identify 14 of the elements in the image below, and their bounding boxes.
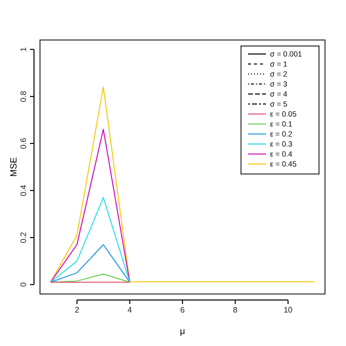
line-series — [50, 86, 315, 283]
x-tick-label: 8 — [233, 306, 238, 315]
x-axis-title: μ — [180, 326, 186, 336]
x-tick-label: 6 — [180, 306, 186, 315]
x-tick-label: 2 — [74, 306, 80, 315]
x-tick-label: 10 — [284, 306, 294, 315]
y-tick-label: 1 — [19, 46, 28, 52]
y-tick-label: 0.6 — [19, 137, 28, 150]
y-tick-label: 0.8 — [19, 90, 28, 102]
y-tick-label: 0 — [19, 282, 28, 287]
y-tick-label: 0.4 — [19, 184, 28, 196]
x-tick-label: 4 — [127, 306, 132, 315]
y-tick-label: 0.2 — [19, 231, 28, 244]
y-axis-title: MSE — [8, 157, 18, 177]
